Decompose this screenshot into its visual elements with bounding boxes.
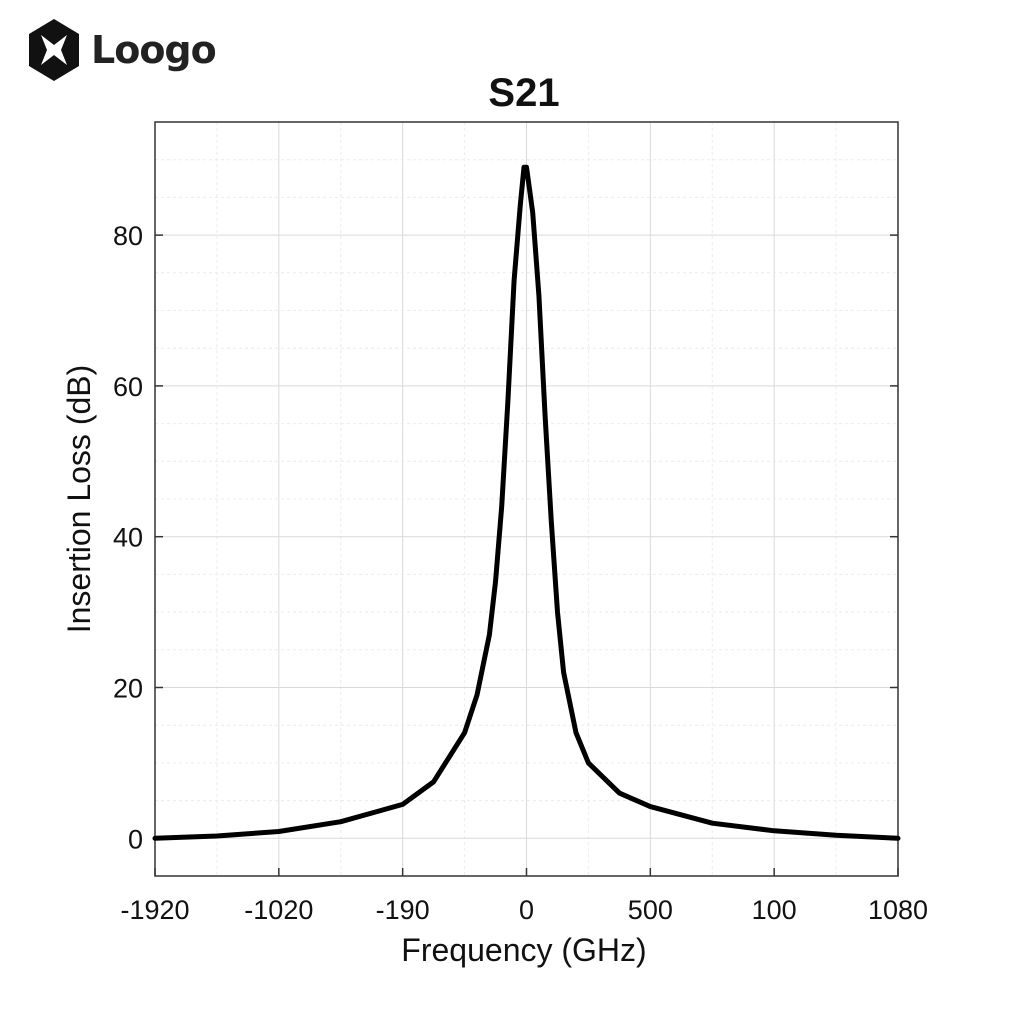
x-tick-label: -190	[376, 895, 430, 925]
grid	[155, 122, 898, 876]
x-tick-label: 500	[628, 895, 673, 925]
logo-icon	[29, 19, 79, 81]
x-tick-label: -1020	[244, 895, 313, 925]
y-tick-label: 40	[113, 523, 143, 553]
logo: Loogo	[27, 17, 217, 83]
logo-text: Loogo	[91, 28, 217, 72]
x-tick-label: 1080	[868, 895, 928, 925]
x-tick-label: 0	[519, 895, 534, 925]
x-ticks: -1920 -1020 -190 0 500 100 1080	[120, 868, 928, 925]
series-line	[152, 164, 901, 841]
y-tick-label: 20	[113, 674, 143, 704]
y-tick-label: 0	[128, 824, 143, 854]
y-tick-label: 60	[113, 372, 143, 402]
x-tick-label: -1920	[120, 895, 189, 925]
y-ticks: 0 20 40 60 80	[113, 221, 898, 854]
chart-title: S21	[488, 71, 559, 115]
y-tick-label: 80	[113, 221, 143, 251]
x-axis-label: Frequency (GHz)	[401, 932, 646, 968]
x-tick-label: 100	[752, 895, 797, 925]
y-axis-label: Insertion Loss (dB)	[61, 365, 97, 634]
